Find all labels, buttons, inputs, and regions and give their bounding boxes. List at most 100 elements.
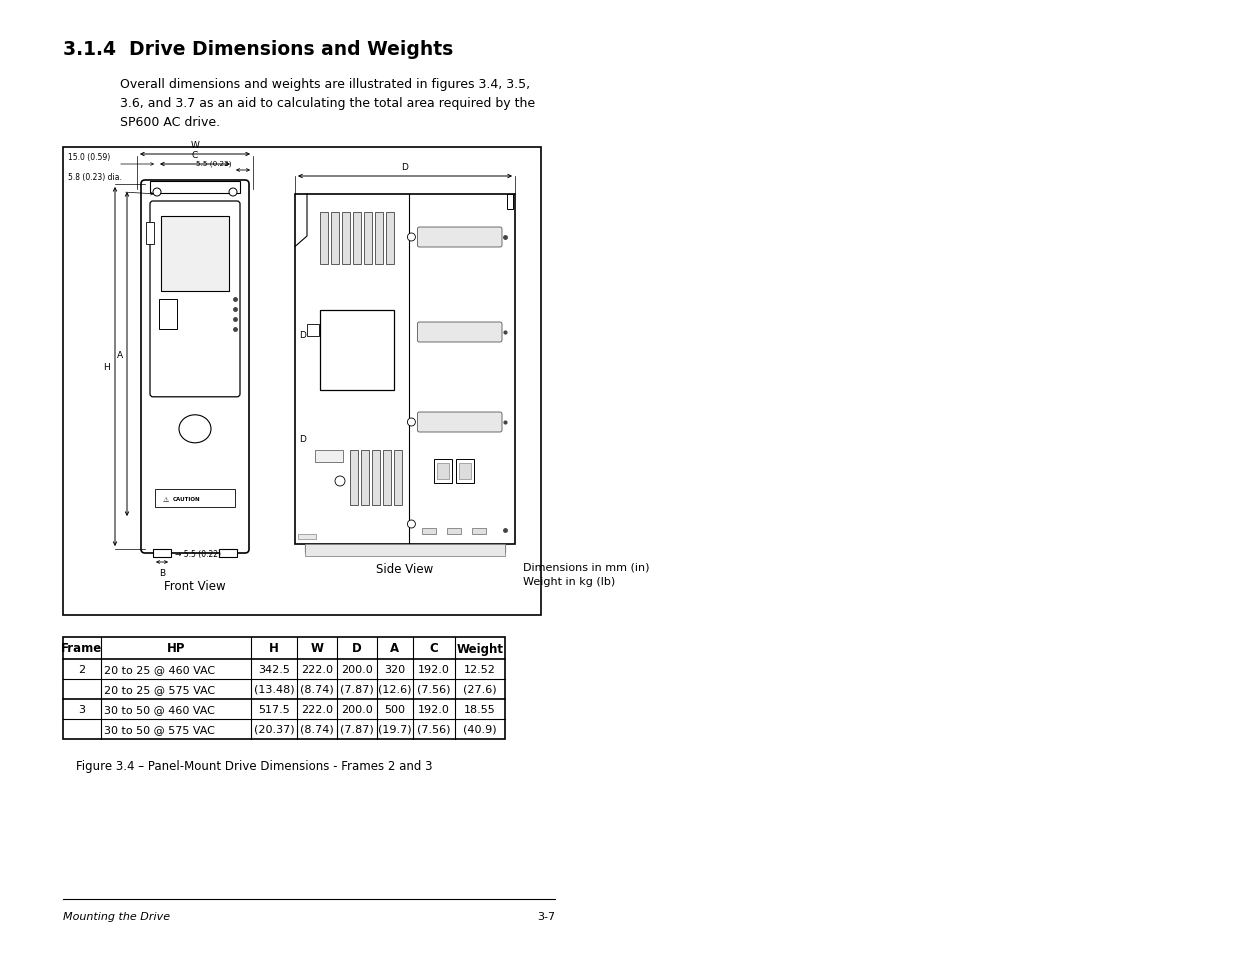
Circle shape bbox=[408, 233, 415, 242]
Bar bbox=[305, 544, 505, 553]
Text: Frame: Frame bbox=[62, 641, 103, 655]
Text: H: H bbox=[269, 641, 279, 655]
Bar bbox=[372, 450, 380, 505]
Text: 517.5: 517.5 bbox=[258, 704, 290, 714]
Bar bbox=[437, 463, 450, 479]
Text: (7.56): (7.56) bbox=[417, 724, 451, 734]
FancyBboxPatch shape bbox=[141, 181, 249, 554]
Text: 3-7: 3-7 bbox=[537, 911, 555, 921]
Bar bbox=[298, 535, 316, 539]
Text: B: B bbox=[159, 568, 165, 578]
Bar bbox=[383, 450, 391, 505]
Text: A: A bbox=[117, 350, 124, 359]
Bar bbox=[350, 450, 358, 505]
Text: D: D bbox=[352, 641, 362, 655]
Text: Weight: Weight bbox=[457, 641, 504, 655]
Bar bbox=[387, 213, 394, 265]
Circle shape bbox=[335, 476, 345, 486]
Bar bbox=[508, 194, 513, 210]
Bar bbox=[361, 450, 369, 505]
Bar bbox=[435, 459, 452, 483]
Bar bbox=[364, 213, 372, 265]
Text: (27.6): (27.6) bbox=[463, 684, 496, 695]
Text: 18.55: 18.55 bbox=[464, 704, 496, 714]
Text: (20.37): (20.37) bbox=[253, 724, 294, 734]
Text: A: A bbox=[390, 641, 400, 655]
Text: 30 to 50 @ 575 VAC: 30 to 50 @ 575 VAC bbox=[104, 724, 215, 734]
Bar bbox=[447, 529, 462, 535]
Bar bbox=[422, 529, 436, 535]
Text: 20 to 25 @ 575 VAC: 20 to 25 @ 575 VAC bbox=[104, 684, 215, 695]
Bar bbox=[153, 550, 170, 558]
Bar bbox=[63, 638, 505, 740]
Text: H: H bbox=[104, 363, 110, 372]
Text: 342.5: 342.5 bbox=[258, 664, 290, 675]
Text: ⚠: ⚠ bbox=[163, 497, 169, 502]
Text: 12.52: 12.52 bbox=[464, 664, 496, 675]
Text: (40.9): (40.9) bbox=[463, 724, 496, 734]
Circle shape bbox=[228, 189, 237, 196]
Text: 15.0 (0.59): 15.0 (0.59) bbox=[68, 152, 110, 162]
Bar bbox=[156, 490, 235, 507]
Bar bbox=[295, 194, 515, 544]
Text: Mounting the Drive: Mounting the Drive bbox=[63, 911, 170, 921]
Text: 3.1.4  Drive Dimensions and Weights: 3.1.4 Drive Dimensions and Weights bbox=[63, 40, 453, 59]
Text: 222.0: 222.0 bbox=[301, 704, 333, 714]
FancyBboxPatch shape bbox=[149, 202, 240, 397]
FancyBboxPatch shape bbox=[417, 413, 501, 433]
Text: W: W bbox=[310, 641, 324, 655]
Bar bbox=[146, 223, 154, 245]
Bar bbox=[331, 213, 338, 265]
Bar bbox=[342, 213, 350, 265]
Circle shape bbox=[408, 418, 415, 427]
Text: 200.0: 200.0 bbox=[341, 664, 373, 675]
Text: 5.5 (0.22): 5.5 (0.22) bbox=[195, 160, 231, 167]
Circle shape bbox=[408, 520, 415, 529]
Text: 320: 320 bbox=[384, 664, 405, 675]
Text: 500: 500 bbox=[384, 704, 405, 714]
Bar bbox=[375, 213, 383, 265]
Bar bbox=[63, 148, 541, 616]
Text: Dimensions in mm (in)
Weight in kg (lb): Dimensions in mm (in) Weight in kg (lb) bbox=[522, 562, 650, 586]
Text: 5.8 (0.23) dia.: 5.8 (0.23) dia. bbox=[68, 172, 122, 182]
Bar bbox=[457, 459, 474, 483]
Text: (8.74): (8.74) bbox=[300, 684, 333, 695]
Text: 30 to 50 @ 460 VAC: 30 to 50 @ 460 VAC bbox=[104, 704, 215, 714]
Text: 2: 2 bbox=[79, 664, 85, 675]
Text: Figure 3.4 – Panel-Mount Drive Dimensions - Frames 2 and 3: Figure 3.4 – Panel-Mount Drive Dimension… bbox=[75, 760, 432, 772]
Text: Overall dimensions and weights are illustrated in figures 3.4, 3.5,
3.6, and 3.7: Overall dimensions and weights are illus… bbox=[120, 78, 535, 129]
Text: 192.0: 192.0 bbox=[419, 664, 450, 675]
Text: C: C bbox=[191, 151, 198, 160]
Text: CAUTION: CAUTION bbox=[173, 497, 200, 502]
Text: (19.7): (19.7) bbox=[378, 724, 411, 734]
Text: 222.0: 222.0 bbox=[301, 664, 333, 675]
Bar bbox=[473, 529, 487, 535]
Text: (8.74): (8.74) bbox=[300, 724, 333, 734]
Text: W: W bbox=[190, 141, 199, 150]
Text: 200.0: 200.0 bbox=[341, 704, 373, 714]
Text: D: D bbox=[300, 435, 306, 444]
Bar bbox=[149, 182, 240, 193]
Text: Side View: Side View bbox=[377, 562, 433, 576]
Text: Front View: Front View bbox=[164, 579, 226, 593]
FancyBboxPatch shape bbox=[417, 323, 501, 343]
Text: 20 to 25 @ 460 VAC: 20 to 25 @ 460 VAC bbox=[104, 664, 215, 675]
Text: (7.87): (7.87) bbox=[340, 724, 374, 734]
Text: (7.56): (7.56) bbox=[417, 684, 451, 695]
Bar bbox=[394, 450, 403, 505]
Bar bbox=[320, 213, 329, 265]
Circle shape bbox=[153, 189, 161, 196]
Text: (12.6): (12.6) bbox=[378, 684, 411, 695]
Bar bbox=[161, 216, 228, 292]
Text: D: D bbox=[401, 163, 409, 172]
Bar bbox=[308, 324, 319, 336]
Bar bbox=[305, 544, 505, 557]
FancyBboxPatch shape bbox=[417, 228, 501, 248]
Text: → 5.5 (0.22): → 5.5 (0.22) bbox=[175, 550, 221, 558]
Text: HP: HP bbox=[167, 641, 185, 655]
Bar bbox=[219, 550, 237, 558]
Bar bbox=[353, 213, 361, 265]
Bar bbox=[459, 463, 472, 479]
Text: 3: 3 bbox=[79, 704, 85, 714]
Text: 192.0: 192.0 bbox=[419, 704, 450, 714]
